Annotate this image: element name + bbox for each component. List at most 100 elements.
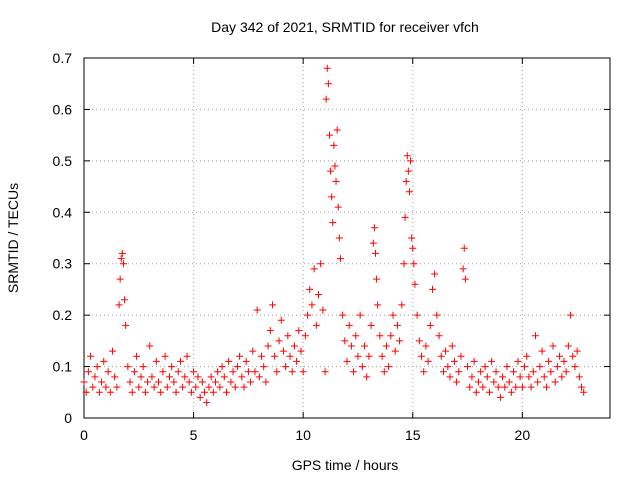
data-point: [249, 347, 257, 355]
data-point: [479, 383, 487, 391]
data-point: [238, 373, 246, 381]
data-point: [288, 368, 296, 376]
data-point: [130, 368, 138, 376]
data-point: [470, 357, 478, 365]
data-point: [220, 373, 228, 381]
data-point: [460, 244, 468, 252]
data-point: [540, 373, 548, 381]
data-point: [558, 373, 566, 381]
data-point: [505, 378, 513, 386]
data-point: [536, 363, 544, 371]
data-point: [336, 255, 344, 263]
data-point: [209, 388, 217, 396]
data-point: [405, 188, 413, 196]
data-point: [121, 296, 129, 304]
y-axis-title: SRMTID / TECUs: [5, 183, 21, 293]
data-point: [424, 357, 432, 365]
data-point: [352, 332, 360, 340]
data-point: [247, 378, 255, 386]
data-point: [233, 363, 241, 371]
data-point: [523, 352, 531, 360]
data-point: [553, 363, 561, 371]
data-point: [284, 332, 292, 340]
data-point: [126, 378, 134, 386]
data-point: [331, 162, 339, 170]
data-point: [240, 383, 248, 391]
axis-ticks: 0 5 10 15 20 0 0.1 0.2 0.3 0.4 0.5 0.6 0.7: [53, 50, 610, 443]
data-point: [297, 347, 305, 355]
data-point: [236, 352, 244, 360]
data-point: [293, 357, 301, 365]
data-point: [382, 342, 390, 350]
data-point: [461, 275, 469, 283]
data-point: [468, 373, 476, 381]
data-point: [442, 347, 450, 355]
data-point: [181, 373, 189, 381]
data-point: [225, 357, 233, 365]
data-point: [387, 332, 395, 340]
data-point: [329, 219, 337, 227]
data-point: [268, 301, 276, 309]
data-point: [350, 368, 358, 376]
data-point: [374, 301, 382, 309]
data-point: [385, 363, 393, 371]
data-point: [378, 352, 386, 360]
data-point: [538, 347, 546, 355]
data-point: [104, 368, 112, 376]
data-point: [146, 342, 154, 350]
data-point: [501, 383, 509, 391]
data-point: [205, 383, 213, 391]
data-point: [415, 337, 423, 345]
data-point: [401, 213, 409, 221]
data-point: [422, 342, 430, 350]
data-point: [222, 388, 230, 396]
data-point: [335, 234, 343, 242]
data-point: [358, 363, 366, 371]
data-point: [264, 342, 272, 350]
data-point: [459, 265, 467, 273]
data-point: [102, 383, 110, 391]
data-point: [198, 378, 206, 386]
data-point: [207, 373, 215, 381]
data-point: [472, 388, 480, 396]
data-point: [361, 342, 369, 350]
data-point: [150, 383, 158, 391]
data-point: [512, 383, 520, 391]
data-point: [431, 270, 439, 278]
data-point: [518, 383, 526, 391]
data-point: [317, 260, 325, 268]
data-point: [135, 383, 143, 391]
data-point: [98, 378, 106, 386]
data-point: [157, 388, 165, 396]
data-point: [564, 342, 572, 350]
data-point: [507, 388, 515, 396]
data-point: [488, 357, 496, 365]
data-point: [332, 177, 340, 185]
data-point: [410, 260, 418, 268]
data-point: [556, 352, 564, 360]
data-point: [321, 368, 329, 376]
y-tick-label: 0: [64, 410, 72, 426]
data-point: [569, 352, 577, 360]
data-point: [152, 357, 160, 365]
data-point: [510, 368, 518, 376]
data-point: [356, 311, 364, 319]
data-point: [531, 332, 539, 340]
y-tick-label: 0.2: [53, 307, 73, 323]
data-points: [80, 64, 588, 407]
data-point: [185, 378, 193, 386]
data-point: [444, 363, 452, 371]
data-point: [80, 378, 88, 386]
data-point: [354, 352, 362, 360]
data-point: [277, 316, 285, 324]
data-point: [439, 368, 447, 376]
data-point: [578, 383, 586, 391]
data-point: [170, 378, 178, 386]
data-point: [111, 373, 119, 381]
x-tick-label: 15: [405, 427, 421, 443]
data-point: [218, 363, 226, 371]
data-point: [122, 321, 130, 329]
data-point: [347, 342, 355, 350]
data-point: [203, 399, 211, 407]
data-point: [192, 383, 200, 391]
